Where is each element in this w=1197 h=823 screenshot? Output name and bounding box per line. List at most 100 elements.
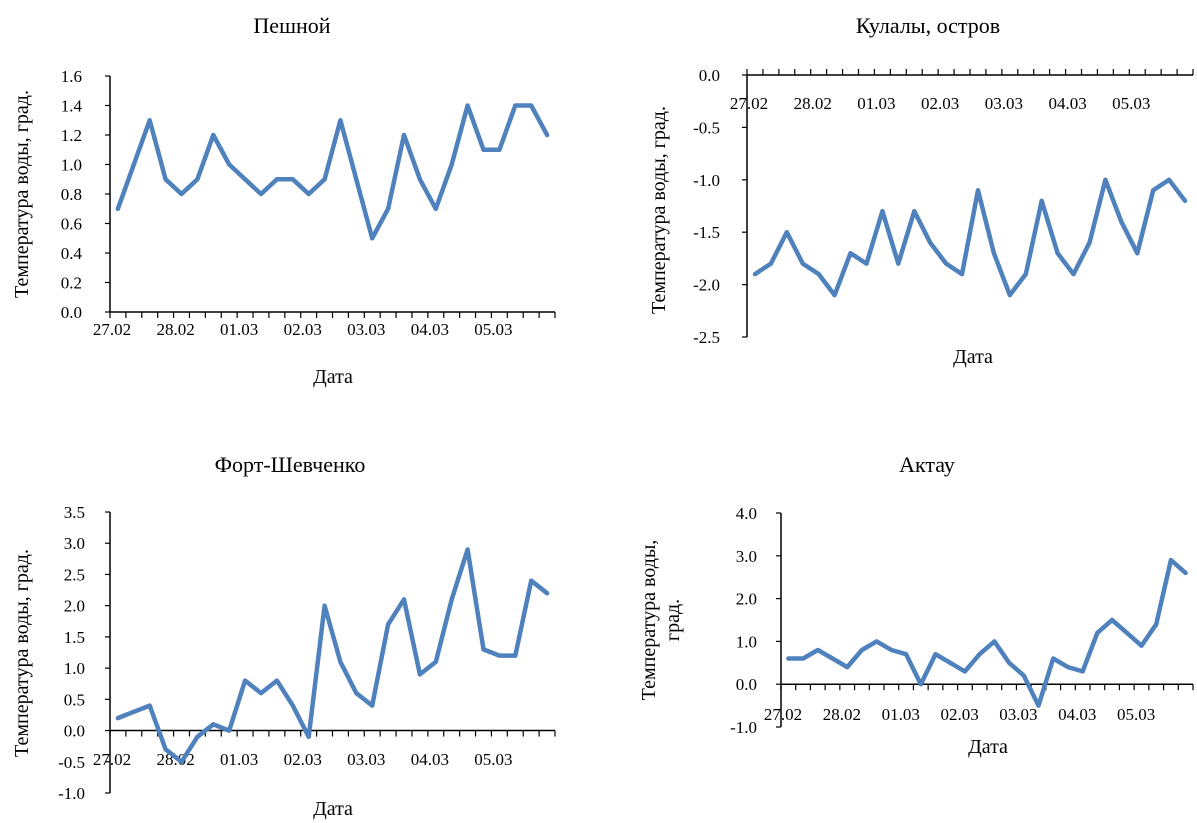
data-point bbox=[243, 678, 248, 683]
data-point bbox=[784, 230, 789, 235]
data-point bbox=[545, 133, 550, 137]
data-point bbox=[370, 703, 375, 708]
y-tick-label: -1.5 bbox=[693, 223, 720, 242]
data-point bbox=[195, 177, 200, 182]
data-point bbox=[354, 691, 359, 696]
x-tick-label: 28.02 bbox=[156, 320, 194, 339]
data-point bbox=[354, 177, 359, 182]
data-point bbox=[306, 734, 311, 739]
data-point bbox=[880, 209, 885, 214]
data-point bbox=[1071, 272, 1076, 277]
y-tick-label: 0.0 bbox=[736, 675, 757, 694]
data-point bbox=[960, 272, 964, 277]
data-point bbox=[1007, 293, 1012, 298]
data-point bbox=[227, 728, 232, 733]
data-point bbox=[481, 147, 486, 152]
data-point bbox=[1183, 570, 1188, 575]
y-tick-label: 1.5 bbox=[64, 628, 85, 647]
x-tick-label: 02.03 bbox=[284, 750, 322, 769]
data-point bbox=[896, 261, 901, 266]
data-point bbox=[928, 240, 933, 245]
data-point bbox=[243, 177, 248, 182]
data-point bbox=[1110, 618, 1115, 622]
y-axis-title-line: град. bbox=[662, 599, 684, 641]
data-point bbox=[1051, 656, 1056, 661]
data-point bbox=[1023, 272, 1028, 277]
data-point bbox=[874, 639, 879, 644]
x-tick-label: 01.03 bbox=[220, 750, 258, 769]
data-point bbox=[1007, 660, 1012, 665]
data-point bbox=[131, 709, 136, 714]
data-point bbox=[338, 659, 343, 664]
data-point bbox=[801, 656, 806, 661]
y-tick-label: 0.8 bbox=[61, 185, 82, 204]
data-point bbox=[481, 647, 486, 652]
data-point bbox=[417, 177, 422, 182]
data-point bbox=[433, 206, 438, 211]
data-point bbox=[1055, 251, 1060, 256]
data-point bbox=[1167, 177, 1172, 182]
y-tick-label: 0.0 bbox=[64, 722, 85, 741]
data-point bbox=[290, 177, 295, 182]
data-point bbox=[274, 177, 279, 182]
data-point bbox=[147, 703, 152, 708]
data-point bbox=[1095, 630, 1100, 635]
data-point bbox=[306, 192, 311, 196]
data-point bbox=[465, 103, 470, 108]
y-tick-label: -2.5 bbox=[693, 328, 720, 347]
y-tick-label: 1.0 bbox=[736, 632, 757, 651]
data-point bbox=[290, 703, 295, 708]
chart-title: Форт-Шевченко bbox=[215, 452, 366, 477]
data-point bbox=[449, 162, 454, 167]
data-point bbox=[845, 665, 850, 670]
data-point bbox=[179, 192, 184, 196]
x-tick-label: 03.03 bbox=[347, 750, 385, 769]
x-tick-label: 28.02 bbox=[823, 705, 861, 724]
data-point bbox=[497, 653, 502, 658]
data-point bbox=[259, 691, 263, 696]
y-tick-label: 2.5 bbox=[64, 565, 85, 584]
y-tick-label: -0.5 bbox=[693, 118, 720, 137]
data-point bbox=[768, 261, 773, 266]
x-tick-label: 03.03 bbox=[985, 94, 1023, 113]
data-point bbox=[274, 678, 279, 683]
data-point bbox=[830, 656, 835, 661]
x-tick-label: 27.02 bbox=[730, 94, 768, 113]
x-tick-label: 27.02 bbox=[764, 705, 802, 724]
data-point bbox=[402, 597, 406, 602]
data-point bbox=[1080, 669, 1085, 674]
data-point bbox=[889, 648, 894, 652]
y-tick-label: 4.0 bbox=[736, 504, 757, 523]
x-tick-label: 04.03 bbox=[411, 750, 449, 769]
data-point bbox=[465, 547, 470, 552]
y-tick-label: 1.6 bbox=[61, 67, 82, 86]
x-axis-title: Дата bbox=[313, 366, 353, 388]
data-point bbox=[1168, 558, 1173, 563]
data-point bbox=[1135, 251, 1140, 256]
data-point bbox=[1087, 240, 1092, 245]
data-point bbox=[753, 272, 757, 277]
x-tick-label: 01.03 bbox=[857, 94, 895, 113]
data-point bbox=[1154, 622, 1159, 627]
x-tick-label: 02.03 bbox=[921, 94, 959, 113]
data-point bbox=[449, 597, 454, 602]
data-point bbox=[211, 133, 216, 137]
data-point bbox=[977, 652, 982, 657]
chart-panel-4: Актау -1.0 0.0 1.0 2.0 3.0 4.0 27.02 28.02 01.03 0… bbox=[638, 452, 1194, 758]
data-point bbox=[513, 653, 518, 658]
y-tick-label: -1.0 bbox=[58, 784, 85, 803]
data-point bbox=[1036, 703, 1041, 708]
series-line bbox=[115, 103, 550, 241]
data-point bbox=[163, 747, 168, 752]
y-tick-label: 3.0 bbox=[736, 547, 757, 566]
data-point bbox=[529, 578, 534, 583]
x-axis-title: Дата bbox=[313, 798, 353, 820]
data-point bbox=[933, 652, 938, 657]
y-axis-title: Температура воды, град. bbox=[638, 540, 684, 701]
y-tick-label: 1.0 bbox=[61, 156, 82, 175]
data-point bbox=[115, 716, 120, 721]
data-point bbox=[545, 591, 550, 596]
x-tick-label: 05.03 bbox=[1112, 94, 1150, 113]
y-axis-title: Температура воды, град. bbox=[648, 106, 670, 314]
data-point bbox=[904, 652, 909, 657]
